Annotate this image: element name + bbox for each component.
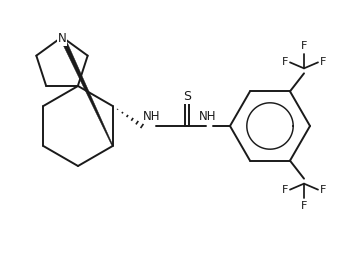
Text: N: N (58, 33, 66, 45)
Text: F: F (301, 201, 307, 211)
Text: F: F (320, 185, 326, 195)
Text: F: F (282, 185, 288, 195)
Text: F: F (282, 57, 288, 67)
Polygon shape (60, 36, 113, 146)
Text: F: F (320, 57, 326, 67)
Text: F: F (301, 41, 307, 51)
Text: S: S (183, 90, 191, 102)
Text: NH: NH (199, 110, 217, 122)
Text: NH: NH (143, 110, 161, 122)
